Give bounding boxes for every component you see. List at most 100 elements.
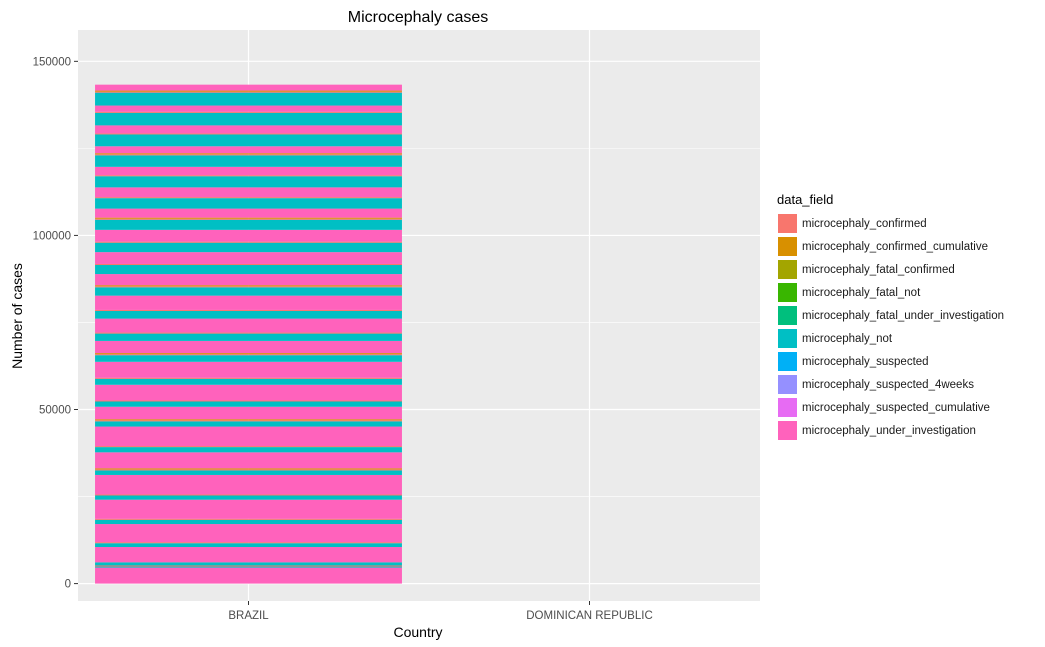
bar-segment-microcephaly-confirmed [95,400,402,402]
legend-swatch [777,420,798,441]
bar-segment-microcephaly-under-investigation [95,406,402,420]
legend-label: microcephaly_confirmed [802,217,927,230]
legend-swatch [777,374,798,395]
bar-segment-microcephaly-confirmed-cumulative [95,90,402,92]
bar-segment-microcephaly-under-investigation [95,384,402,401]
bar-segment-microcephaly-confirmed [95,494,402,496]
bar-segment-microcephaly-confirmed [95,154,402,156]
bar-segment-microcephaly-confirmed [95,446,402,448]
bar-segment-microcephaly-not [95,401,402,407]
y-tick-label: 150000 [33,56,71,68]
bar-segment-microcephaly-confirmed [95,133,402,135]
bar-segment-microcephaly-not [95,134,402,147]
bar-segment-microcephaly-confirmed [95,420,402,422]
bar-segment-microcephaly-not [95,543,402,548]
legend-label: microcephaly_not [802,332,893,345]
bar-segment-microcephaly-confirmed [95,332,402,334]
bar-segment-microcephaly-confirmed [95,218,402,220]
bar-segment-microcephaly-under-investigation [95,187,402,198]
bar-segment-microcephaly-under-investigation [95,252,402,264]
bar-segment-microcephaly-under-investigation [95,452,402,469]
bar-segment-microcephaly-confirmed [95,518,402,520]
axes: 0 50000 100000 150000 BRAZIL DOMINICAN REPUBL… [33,56,653,622]
legend-label: microcephaly_suspected_cumulative [802,401,990,414]
legend-swatch [777,236,798,257]
bar-segment-microcephaly-under-investigation [95,208,402,218]
bar-segment-microcephaly-under-investigation [95,229,402,242]
bar-segment-microcephaly-confirmed [95,565,402,567]
bar-segment-microcephaly-under-investigation [95,474,402,495]
legend-title: data_field [777,192,834,207]
y-axis-label: Number of cases [9,263,25,369]
legend-label: microcephaly_fatal_confirmed [802,263,955,276]
bar-segment-microcephaly-not [95,378,402,385]
x-axis-label: Country [393,624,442,640]
legend-item: microcephaly_confirmed [777,212,1004,235]
bar-segment-microcephaly-confirmed-cumulative [95,353,402,355]
legend-item: microcephaly_suspected [777,350,1004,373]
bar-segment-microcephaly-under-investigation [95,361,402,378]
bar-segment-microcephaly-not [95,519,402,525]
bar-segment-microcephaly-confirmed [95,469,402,471]
bar-segment-microcephaly-not [95,495,402,500]
y-tick-label: 50000 [39,405,71,417]
bar-segment-microcephaly-confirmed [95,354,402,356]
y-tick-label: 100000 [33,230,71,242]
bar-segment-microcephaly-confirmed-cumulative [95,285,402,287]
bar-segment-microcephaly-not [95,355,402,362]
legend-item: microcephaly_under_investigation [777,419,1004,442]
bar-segment-microcephaly-under-investigation [95,340,402,354]
legend-item: microcephaly_suspected_4weeks [777,373,1004,396]
legend-item: microcephaly_confirmed_cumulative [777,235,1004,258]
legend-items: microcephaly_confirmed microcephaly_confi… [777,212,1004,442]
legend-label: microcephaly_fatal_under_investigation [802,309,1005,322]
bar-segment-microcephaly-confirmed [95,111,402,113]
bar-segment-microcephaly-under-investigation [95,146,402,154]
bar-segment-microcephaly-under-investigation [95,524,402,543]
legend: data_field microcephaly_confirmed microce… [777,192,1004,442]
chart-title: Microcephaly cases [348,9,489,26]
bar-segment-microcephaly-under-investigation [95,125,402,134]
bar-segment-microcephaly-under-investigation [95,295,402,310]
bar-segment-microcephaly-confirmed [95,91,402,93]
bar-segment-microcephaly-not [95,176,402,188]
bar-segment-microcephaly-under-investigation [95,274,402,286]
legend-swatch [777,397,798,418]
bar-segment-microcephaly-not [95,265,402,275]
legend-swatch [777,282,798,303]
legend-label: microcephaly_suspected_4weeks [802,378,974,391]
bar-segment-microcephaly-confirmed [95,197,402,199]
bar-segment-microcephaly-not [95,92,402,106]
bar-segment-microcephaly-confirmed-cumulative [95,468,402,470]
bar-segment-microcephaly-not [95,562,402,566]
bar-segment-microcephaly-under-investigation [95,567,402,584]
bar-segment-microcephaly-not [95,112,402,126]
bar-segment-microcephaly-confirmed-cumulative [95,217,402,219]
bar-segment-microcephaly-confirmed [95,309,402,311]
bar-segment-microcephaly-confirmed-cumulative [95,419,402,421]
bar-segment-microcephaly-under-investigation [95,547,402,563]
legend-swatch [777,259,798,280]
bar-segment-microcephaly-under-investigation [95,105,402,112]
x-tick-label: BRAZIL [228,610,269,622]
bar-segment-microcephaly-not [95,310,402,319]
bar-segment-microcephaly-confirmed [95,241,402,243]
bar-segment-microcephaly-not [95,155,402,167]
bar-segment-microcephaly-not [95,421,402,427]
bar-segment-microcephaly-under-investigation [95,499,402,519]
legend-swatch [777,305,798,326]
bar-segment-microcephaly-confirmed [95,175,402,177]
legend-item: microcephaly_suspected_cumulative [777,396,1004,419]
bar-segment-microcephaly-not [95,333,402,341]
bar-segment-microcephaly-not [95,470,402,475]
bar-segment-microcephaly-under-investigation [95,166,402,176]
legend-label: microcephaly_suspected [802,355,929,368]
bar-segment-microcephaly-not [95,287,402,296]
bar-segment-microcephaly-under-investigation [95,318,402,333]
legend-item: microcephaly_fatal_confirmed [777,258,1004,281]
bar-segment-microcephaly-confirmed-cumulative [95,153,402,155]
legend-label: microcephaly_confirmed_cumulative [802,240,988,253]
y-tick-label: 0 [65,579,71,591]
bar-segment-microcephaly-confirmed [95,542,402,544]
